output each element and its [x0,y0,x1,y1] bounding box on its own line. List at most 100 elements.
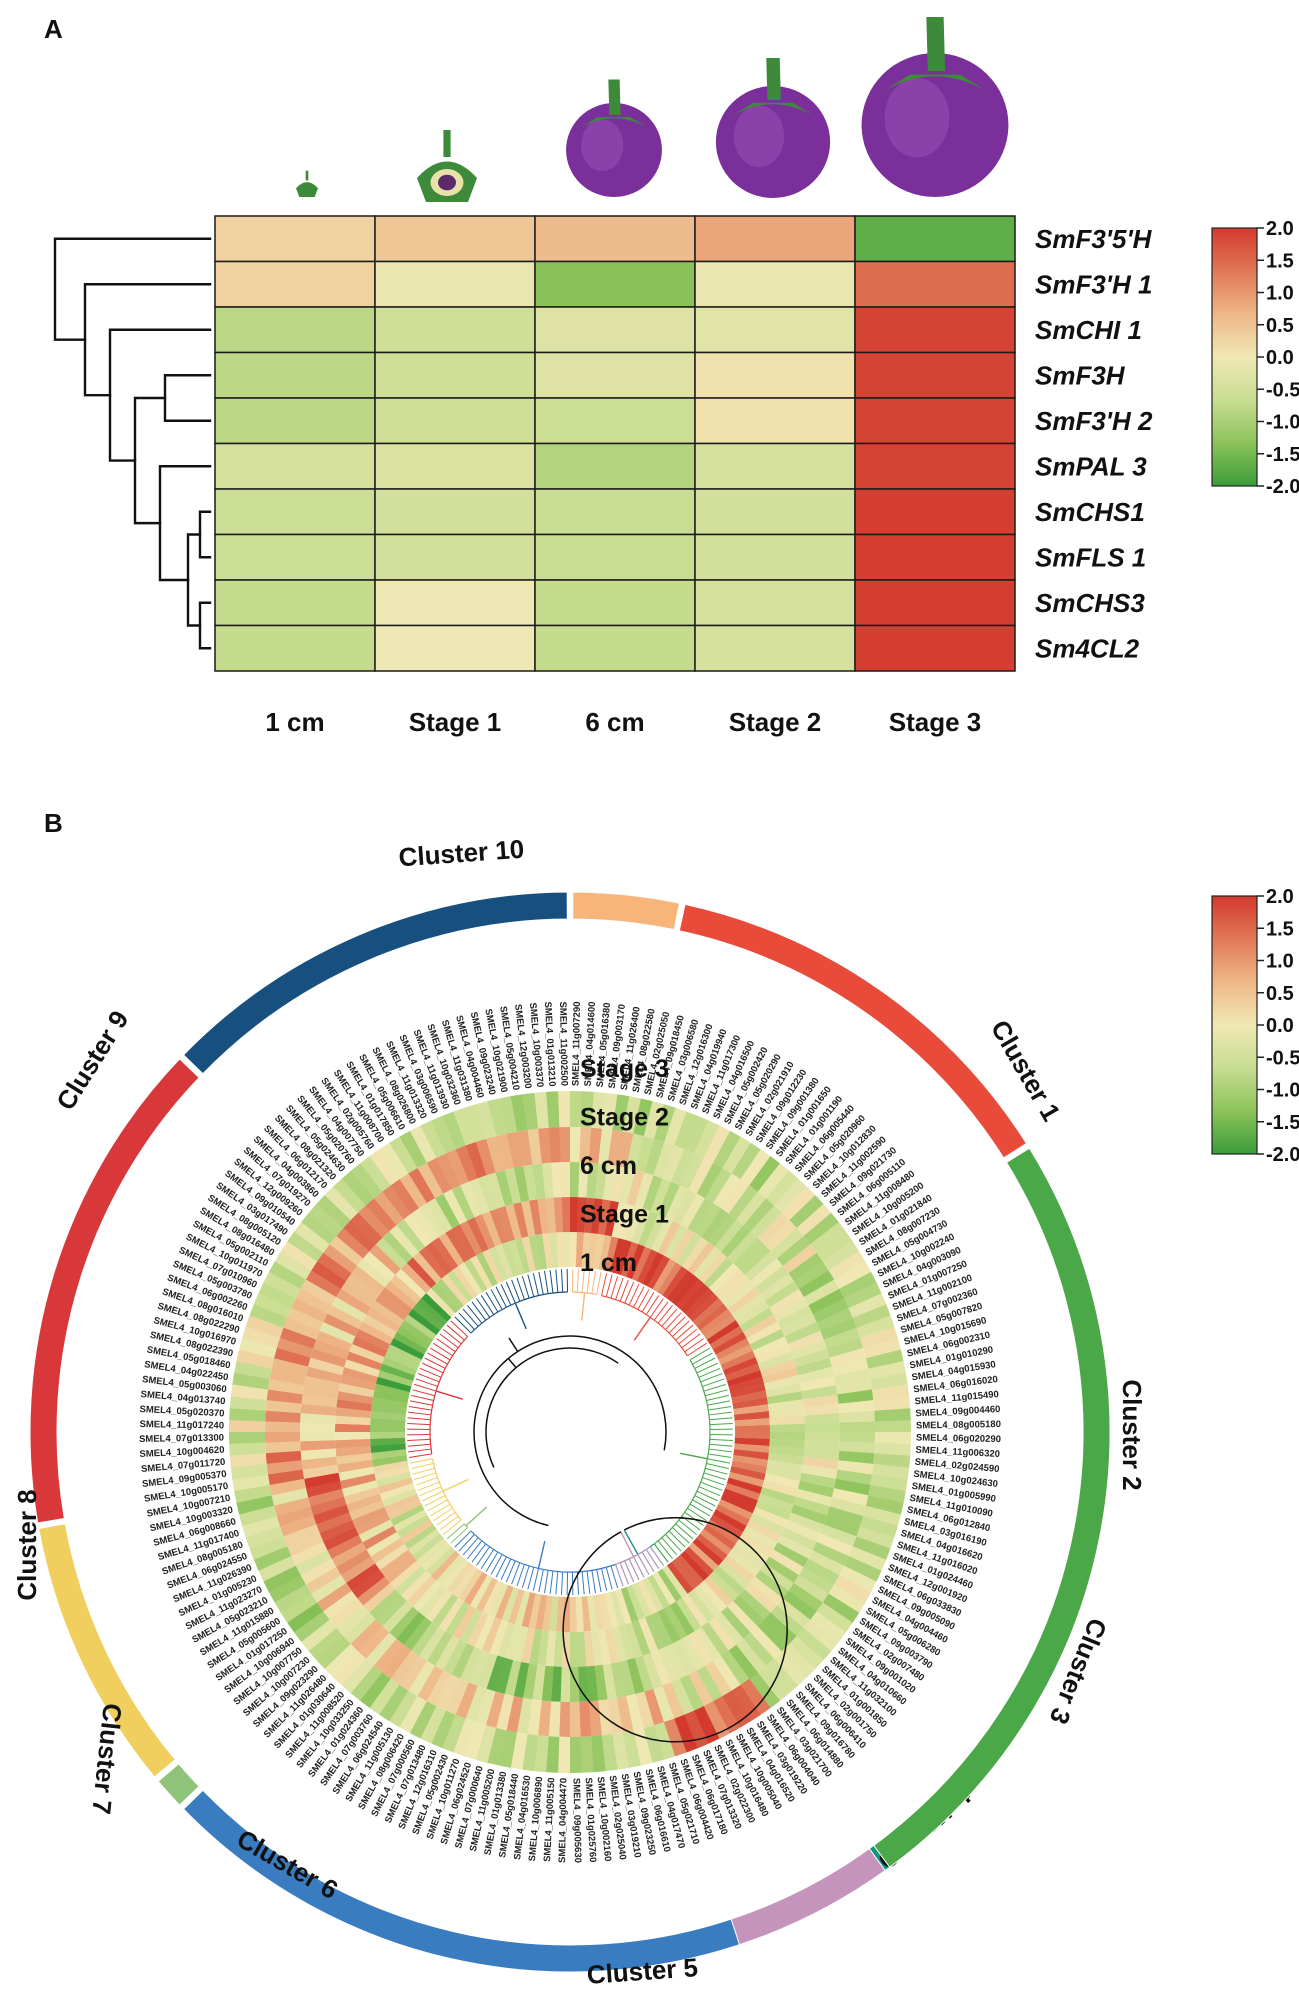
circular-heatmap-cell [734,1432,770,1440]
circular-heatmap-cell [746,1321,782,1345]
circular-heatmap-cell [455,1145,478,1182]
circular-heatmap-cell [848,1293,887,1318]
heatmap-cell [534,215,696,263]
tree-leaf-branch [709,1443,733,1447]
circular-heatmap-cell [477,1652,498,1689]
tree-leaf-branch [706,1394,729,1401]
circular-heatmap-cell [831,1488,869,1507]
circular-heatmap-cell [319,1519,356,1542]
circular-heatmap-cell [373,1460,409,1474]
circular-heatmap-cell [601,1734,618,1772]
circular-dendrogram [407,1269,788,1743]
circular-heatmap-cell [396,1611,426,1645]
circular-heatmap-cell [389,1690,418,1728]
circular-heatmap-cell [727,1549,761,1577]
circular-heatmap-cell [263,1565,301,1593]
circular-heatmap-cell [743,1525,778,1550]
circular-heatmap-cell [705,1167,732,1204]
eggplant-image [296,170,318,197]
circular-heatmap-cell [387,1498,422,1520]
circular-heatmap-cell [769,1288,804,1315]
circular-heatmap-cell [674,1714,698,1753]
circular-heatmap-cell [336,1452,372,1465]
circular-heatmap-cell [308,1357,345,1376]
circular-heatmap-cell [346,1273,381,1301]
circular-heatmap-cell [612,1732,630,1770]
circular-heatmap-cell [701,1208,729,1243]
circular-heatmap-cell [550,1666,562,1702]
circular-heatmap-cell [338,1466,375,1481]
circular-heatmap-cell [662,1682,685,1719]
circular-heatmap-cell [835,1379,873,1395]
circular-heatmap-cell [644,1614,666,1650]
circular-heatmap-cell [465,1685,487,1723]
circular-heatmap-cell [692,1585,722,1618]
circular-heatmap-cell [541,1665,554,1702]
circular-heatmap-cell [263,1271,301,1299]
circular-heatmap-cell [265,1450,302,1464]
circular-heatmap-cell [382,1231,413,1263]
circular-heatmap-cell [408,1528,440,1556]
circular-heatmap-cell [768,1452,804,1465]
circular-heatmap-cell [769,1423,806,1433]
heatmap-cell [374,215,536,263]
tree-leaf-branch [422,1362,444,1374]
heatmap-cell [214,215,376,263]
tree-leaf-branch [698,1367,721,1378]
circular-heatmap-cell [598,1128,613,1165]
circular-heatmap-cell [749,1328,785,1351]
circular-heatmap-cell [521,1200,536,1237]
circular-heatmap-cell [355,1513,391,1536]
tree-leaf-branch [624,1560,635,1583]
circular-heatmap-cell [436,1554,464,1586]
circular-heatmap-cell [713,1173,741,1209]
circular-heatmap-cell [371,1454,408,1467]
circular-heatmap-cell [338,1382,375,1398]
circular-heatmap-cell [341,1280,376,1308]
circular-heatmap-cell [384,1280,417,1309]
circular-heatmap-cell [359,1672,391,1708]
circular-heatmap-cell [642,1577,664,1612]
tree-cluster-stem [514,1302,527,1330]
circular-heatmap-cell [308,1627,344,1661]
tree-leaf-branch [661,1308,678,1327]
circular-heatmap-cell [828,1584,866,1613]
tree-leaf-branch [412,1467,435,1475]
circular-heatmap-cell [352,1506,388,1528]
circular-heatmap-cell [563,1232,571,1268]
circular-heatmap-cell [680,1283,710,1314]
circular-heatmap-cell [358,1205,390,1238]
circular-heatmap-cell [382,1600,413,1633]
circular-heatmap-cell [465,1141,487,1179]
circular-heatmap-cell [498,1730,518,1768]
tree-leaf-branch [511,1562,521,1585]
circular-heatmap-cell [671,1274,699,1306]
circular-heatmap-cell [799,1472,836,1489]
circular-heatmap-cell [733,1404,769,1415]
circular-heatmap-cell [723,1555,756,1584]
stage-label: Stage 2 [729,707,822,737]
circular-heatmap-cell [578,1162,590,1198]
circular-heatmap-cell [431,1593,459,1627]
circular-heatmap-cell [548,1701,561,1737]
circular-heatmap-cell [694,1203,722,1238]
circular-heatmap-cell [527,1699,542,1736]
circular-heatmap-cell [790,1504,827,1525]
tree-leaf-branch [707,1458,731,1464]
circular-heatmap-cell [634,1172,654,1209]
circular-heatmap-cell [335,1445,372,1457]
ring-label: Stage 2 [580,1104,669,1132]
circular-heatmap-cell [495,1244,514,1280]
circular-heatmap-cell [317,1252,352,1282]
circular-heatmap-cell [638,1617,659,1653]
circular-heatmap-cell [622,1730,641,1768]
circular-heatmap-cell [804,1422,840,1433]
circular-heatmap-cell [713,1130,741,1168]
heatmap-cell [214,488,376,536]
tree-cluster-arc [463,1523,469,1528]
circular-heatmap-cell [618,1203,635,1240]
circular-heatmap-cell [766,1459,803,1474]
circular-heatmap-cell [265,1410,301,1423]
circular-heatmap-cell [773,1651,807,1686]
ring-label: 1 cm [580,1249,637,1277]
